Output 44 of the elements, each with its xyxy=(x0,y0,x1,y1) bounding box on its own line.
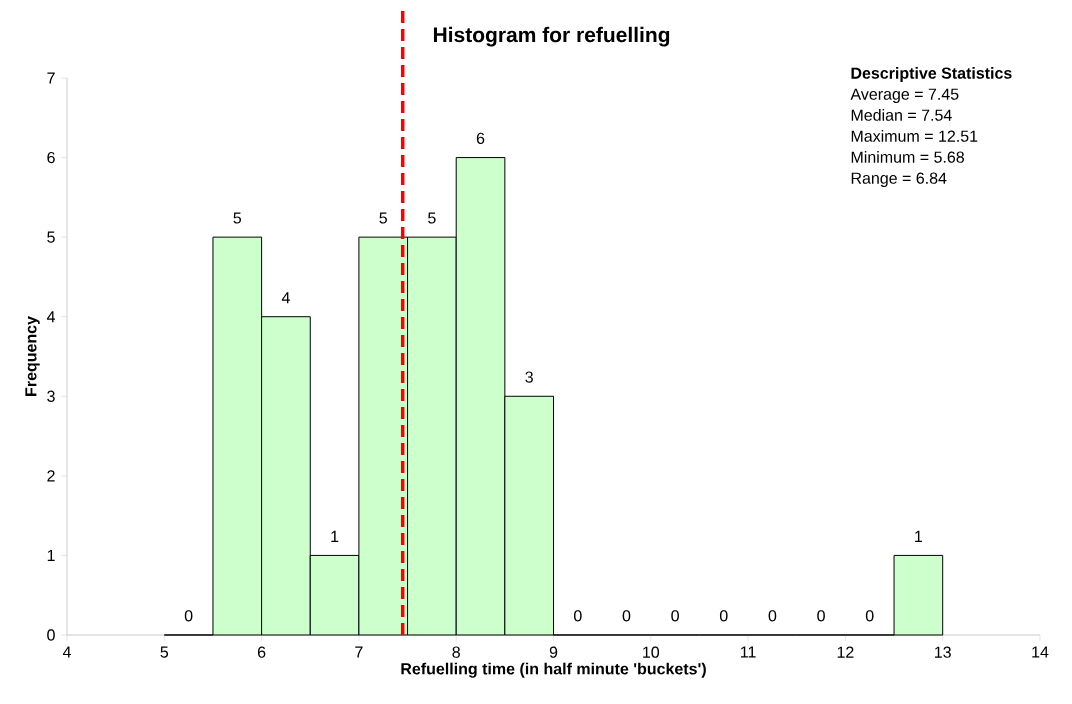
x-tick-label: 6 xyxy=(257,646,266,658)
y-tick-label: 1 xyxy=(47,549,55,561)
x-tick-label: 4 xyxy=(62,646,71,658)
x-tick-label: 7 xyxy=(355,646,363,658)
annotation: Average = 7.45 xyxy=(850,88,959,103)
y-axis-title: Frequency xyxy=(25,316,40,396)
data-label: 0 xyxy=(817,610,825,622)
x-axis-title: Refuelling time (in half minute 'buckets') xyxy=(401,662,706,678)
annotation: Maximum = 12.51 xyxy=(851,130,978,142)
y-tick-label: 5 xyxy=(47,231,55,243)
data-label: 5 xyxy=(233,212,242,224)
x-tick-label: 11 xyxy=(741,646,756,658)
data-label: 5 xyxy=(428,212,436,224)
chart-title: Histogram for refuelling xyxy=(433,26,670,47)
y-tick-label: 7 xyxy=(47,72,55,84)
data-label: 3 xyxy=(525,371,533,383)
x-tick-label: 12 xyxy=(837,646,854,658)
data-label: 0 xyxy=(622,610,631,622)
x-tick-label: 5 xyxy=(160,646,169,658)
x-tick-label: 8 xyxy=(452,646,460,658)
data-label: 0 xyxy=(184,610,193,622)
y-tick-label: 0 xyxy=(47,629,55,641)
y-tick-label: 6 xyxy=(47,151,55,164)
x-tick-label: 14 xyxy=(1032,646,1049,658)
data-label: 0 xyxy=(671,610,679,622)
annotation: Descriptive Statistics xyxy=(851,67,1012,82)
annotation: Minimum = 5.68 xyxy=(851,151,964,163)
annotation: Median = 7.54 xyxy=(851,109,952,121)
data-label: 0 xyxy=(719,610,728,622)
data-label: 1 xyxy=(331,530,339,542)
data-label: 0 xyxy=(768,610,777,622)
data-label: 0 xyxy=(574,610,582,622)
data-label: 6 xyxy=(476,132,485,145)
y-tick-label: 2 xyxy=(47,470,55,482)
data-label: 4 xyxy=(281,292,290,304)
x-tick-label: 10 xyxy=(643,646,660,658)
x-tick-label: 9 xyxy=(549,646,558,658)
data-label: 0 xyxy=(865,610,874,622)
data-label: 5 xyxy=(379,212,387,224)
annotation: Range = 6.84 xyxy=(851,172,947,187)
y-tick-label: 3 xyxy=(47,390,55,402)
y-tick-label: 4 xyxy=(46,311,55,323)
data-label: 1 xyxy=(915,530,923,542)
x-tick-label: 13 xyxy=(935,646,951,658)
